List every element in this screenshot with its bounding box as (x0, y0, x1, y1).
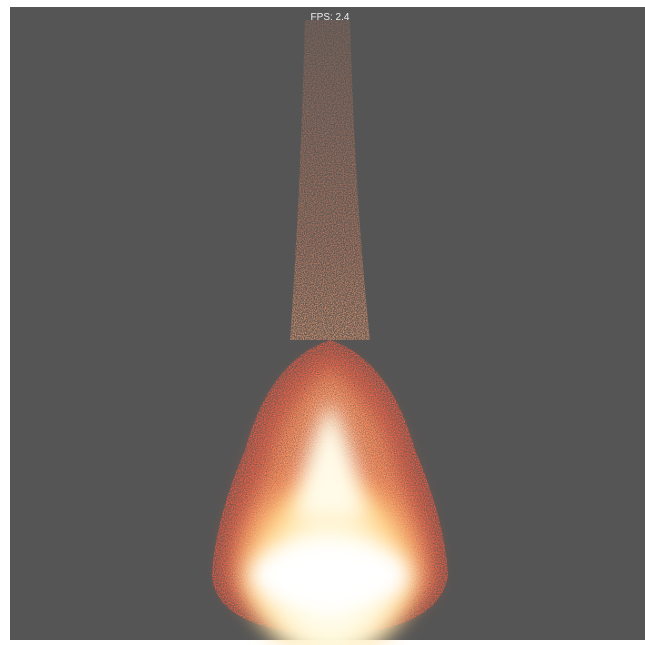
fps-counter: FPS: 2.4 (311, 12, 350, 23)
page: FPS: 2.4 (() => { const data = JSON.pars… (0, 0, 645, 645)
simulation-view: FPS: 2.4 (0, 0, 645, 645)
flame-base (250, 540, 410, 610)
